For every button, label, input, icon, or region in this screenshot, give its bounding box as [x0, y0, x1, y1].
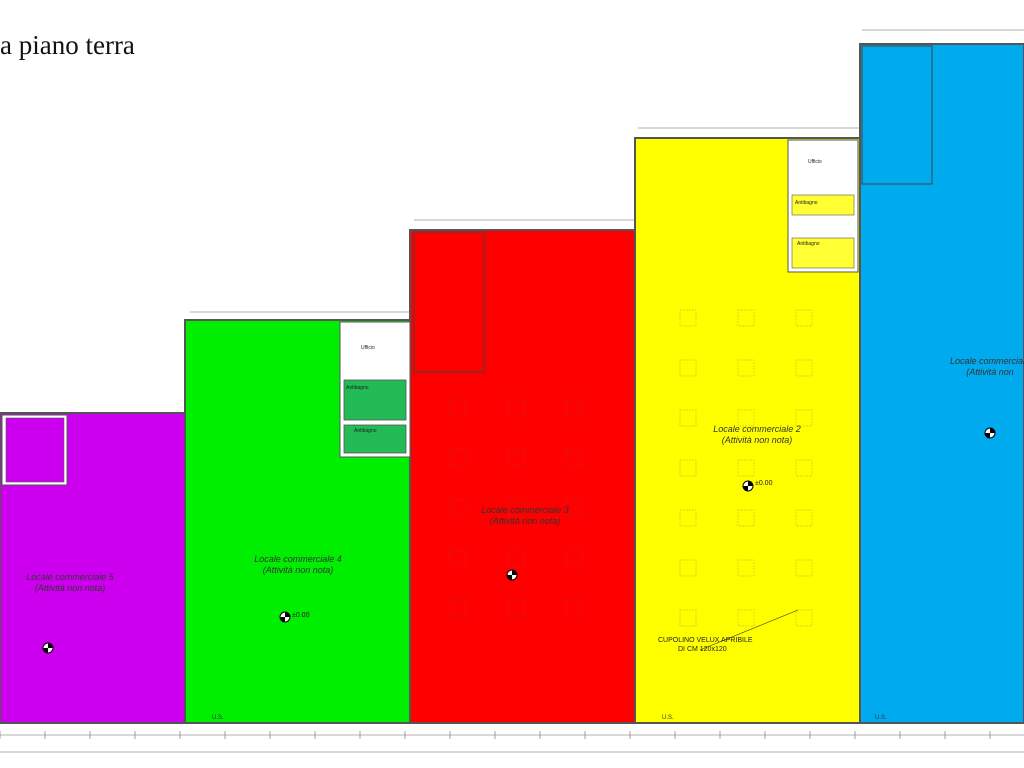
skylight	[507, 599, 525, 617]
skylight	[565, 399, 583, 417]
marker-fill	[280, 612, 290, 622]
skylight	[737, 509, 755, 527]
room-label: Antibagno	[346, 385, 369, 391]
skylight	[449, 599, 467, 617]
room-label: Ufficio	[361, 345, 375, 351]
skylight	[737, 309, 755, 327]
marker-fill	[507, 570, 517, 580]
room-label: Antibagno	[795, 200, 818, 206]
skylight	[795, 509, 813, 527]
unit-activity: (Attività non nota)	[34, 583, 106, 593]
bathroom-4b	[343, 424, 407, 454]
skylight	[449, 399, 467, 417]
skylight-note-line1: CUPOLINO VELUX APRIBILE	[658, 637, 753, 644]
skylight	[795, 459, 813, 477]
unit-fill	[635, 138, 860, 723]
marker-fill	[743, 481, 753, 491]
skylight	[795, 609, 813, 627]
elevation-label-2: ±0.00	[755, 480, 773, 487]
service-block-1	[861, 45, 933, 185]
marker-fill	[985, 428, 995, 438]
room-label: Ufficio	[808, 159, 822, 165]
us-label: U.S.	[662, 715, 674, 721]
skylight-grid	[449, 309, 813, 627]
service-block-3	[413, 231, 485, 373]
unit-label-1: Locale commerciale (Attività non	[950, 356, 1024, 378]
unit-activity: (Attività non nota)	[489, 516, 561, 526]
us-label: U.S.	[875, 715, 887, 721]
room-label: Antibagno	[797, 241, 820, 247]
skylight	[795, 309, 813, 327]
skylight	[507, 549, 525, 567]
unit-label-2: Locale commerciale 2 (Attività non nota)	[713, 424, 801, 446]
bathroom-4	[343, 379, 407, 421]
unit-outline	[859, 43, 1024, 724]
marker-fill	[43, 643, 53, 653]
skylight-note-line2: DI CM 120x120	[678, 646, 727, 653]
skylight	[679, 359, 697, 377]
elevation-marker	[506, 569, 518, 581]
skylight	[679, 559, 697, 577]
room-label: Antibagno	[354, 428, 377, 434]
skylight	[737, 359, 755, 377]
elevation-marker	[279, 611, 291, 623]
note-leader	[699, 609, 799, 651]
unit-name: Locale commerciale	[949, 356, 1024, 366]
skylight	[679, 609, 697, 627]
skylight	[737, 409, 755, 427]
skylight	[795, 559, 813, 577]
skylight	[679, 509, 697, 527]
skylight	[795, 359, 813, 377]
skylight	[507, 399, 525, 417]
elevation-label-4: ±0.00	[292, 612, 310, 619]
skylight	[679, 409, 697, 427]
unit-name: Locale commerciale 2	[713, 424, 801, 434]
unit-name: Locale commerciale 5	[26, 572, 114, 582]
skylight	[449, 449, 467, 467]
unit-activity: (Attività non nota)	[262, 565, 334, 575]
dimension-lines	[0, 29, 1024, 753]
bathroom-5	[5, 417, 65, 483]
unit-name: Locale commerciale 3	[481, 505, 569, 515]
unit-label-4: Locale commerciale 4 (Attività non nota)	[254, 554, 342, 576]
elevation-markers	[42, 427, 996, 654]
skylight	[565, 449, 583, 467]
elevation-marker	[984, 427, 996, 439]
unit-name: Locale commerciale 4	[254, 554, 342, 564]
skylight	[565, 599, 583, 617]
unit-activity: (Attività non nota)	[721, 435, 793, 445]
skylight	[507, 449, 525, 467]
us-label: U.S.	[212, 715, 224, 721]
skylight	[679, 309, 697, 327]
unit-label-5: Locale commerciale 5 (Attività non nota)	[26, 572, 114, 594]
skylight	[737, 609, 755, 627]
skylight	[565, 499, 583, 517]
elevation-marker	[42, 642, 54, 654]
bathroom-2	[791, 194, 855, 216]
skylight	[565, 549, 583, 567]
skylight	[449, 499, 467, 517]
skylight	[449, 549, 467, 567]
plan-title: a piano terra	[0, 30, 135, 60]
skylight	[737, 459, 755, 477]
skylight	[737, 559, 755, 577]
skylight-note: CUPOLINO VELUX APRIBILE DI CM 120x120	[658, 636, 753, 654]
skylight	[795, 409, 813, 427]
walls	[0, 43, 1024, 724]
unit-fill	[860, 44, 1024, 723]
skylight	[679, 459, 697, 477]
skylight	[507, 499, 525, 517]
service-rooms	[1, 45, 933, 486]
bathroom-2b	[791, 237, 855, 269]
elevation-marker	[742, 480, 754, 492]
unit-label-3: Locale commerciale 3 (Attività non nota)	[481, 505, 569, 527]
unit-activity: (Attività non	[966, 367, 1014, 377]
